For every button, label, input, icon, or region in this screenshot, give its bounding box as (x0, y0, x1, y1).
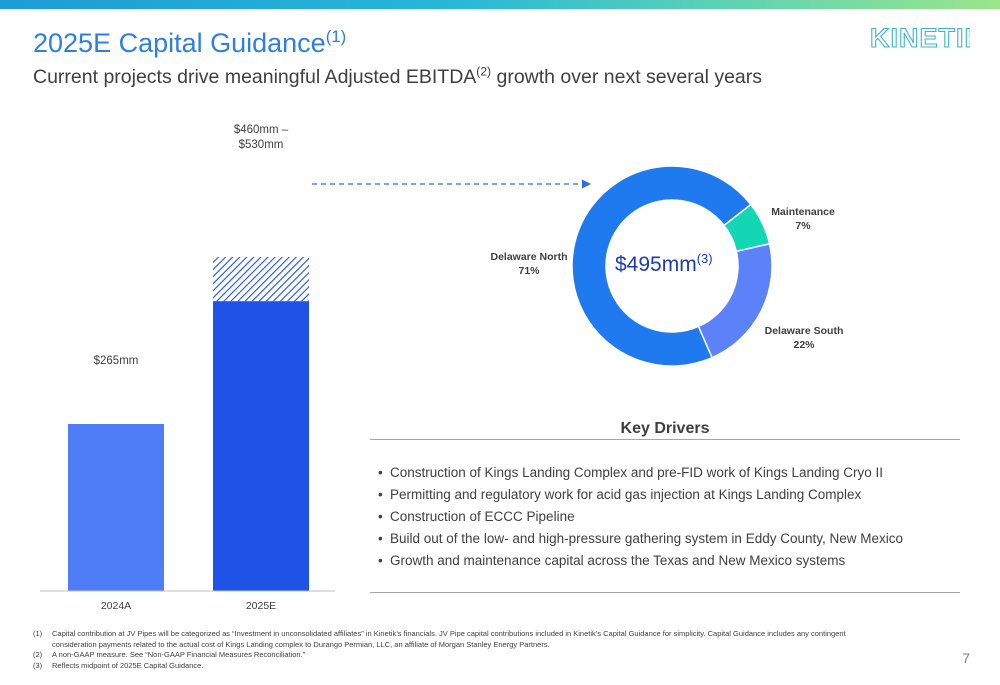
slice-label-delaware-south: Delaware South 22% (764, 325, 844, 351)
footnote: (2) A non-GAAP measure. See “Non-GAAP Fin… (33, 650, 306, 659)
bar-2024a (68, 424, 164, 591)
slice-label-delaware-north: Delaware North 71% (490, 251, 568, 277)
key-drivers-bottom-rule (370, 592, 960, 593)
key-drivers-list: • Construction of Kings Landing Complex a… (378, 462, 903, 572)
top-gradient-bar (0, 0, 1000, 9)
key-driver-item: • Growth and maintenance capital across t… (378, 553, 846, 568)
key-driver-item: • Construction of Kings Landing Complex a… (378, 465, 884, 480)
key-driver-item: • Build out of the low- and high-pressure… (378, 531, 904, 546)
footnotes: (1) Capital contribution at JV Pipes will… (33, 629, 853, 671)
key-driver-item: • Construction of ECCC Pipeline (378, 509, 575, 524)
footnote: (3) Reflects midpoint of 2025E Capital Gu… (33, 660, 204, 670)
bar-value-label-2025e-line2: $530mm (239, 139, 284, 151)
donut-center-value: $495mm(3) (615, 251, 713, 276)
x-tick-2025e: 2025E (246, 600, 276, 612)
bar-2025e-range (213, 257, 309, 302)
page-number: 7 (962, 650, 970, 666)
key-drivers-title: Key Drivers (620, 420, 710, 437)
dashed-arrow (312, 179, 591, 189)
capital-allocation-donut (571, 165, 773, 367)
bar-value-label-2024a: $265mm (94, 355, 139, 367)
key-drivers-top-rule (370, 439, 960, 440)
bar-2025e-low (213, 301, 309, 591)
footnote: (1) Capital contribution at JV Pipes will… (33, 629, 846, 649)
capital-bar-chart: $265mm $460mm – $530mm 2024A 2025E (40, 124, 335, 612)
bar-value-label-2025e-line1: $460mm – (234, 124, 289, 136)
slice-label-maintenance: Maintenance 7% (771, 206, 835, 232)
page-subtitle: Current projects drive meaningful Adjust… (33, 64, 763, 88)
kinetik-logo: KINETIK (870, 22, 970, 52)
page-title: 2025E Capital Guidance(1) (33, 27, 347, 58)
key-driver-item: • Permitting and regulatory work for acid… (378, 487, 862, 502)
x-tick-2024a: 2024A (101, 600, 131, 612)
donut-slice-delaware-north (571, 165, 752, 367)
svg-text:KINETIK: KINETIK (870, 23, 970, 52)
